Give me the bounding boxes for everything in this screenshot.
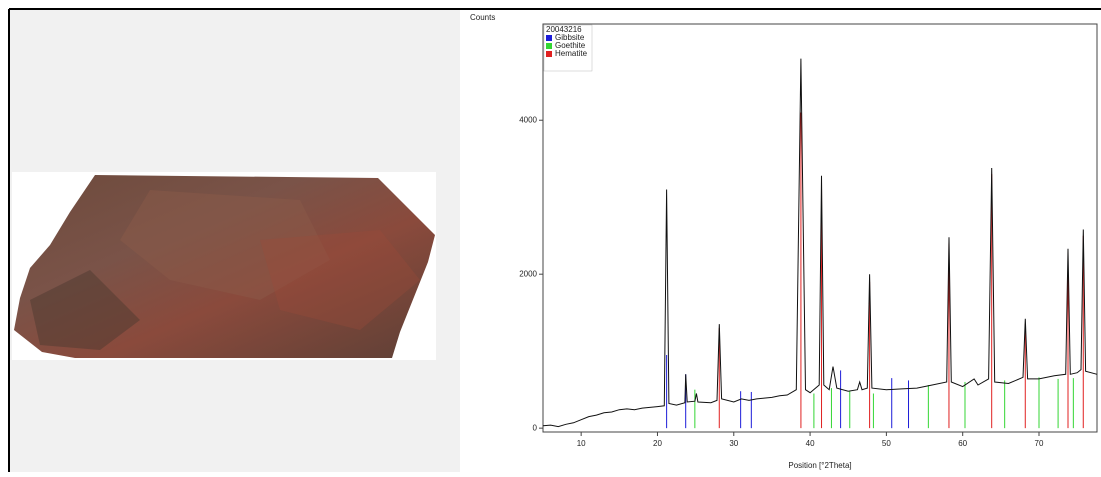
y-tick-label: 2000: [519, 269, 537, 278]
x-tick-label: 40: [806, 439, 815, 448]
x-tick-label: 20: [653, 439, 662, 448]
legend-swatch: [546, 43, 552, 49]
x-tick-label: 50: [882, 439, 891, 448]
x-axis-label: Position [°2Theta]: [788, 461, 851, 470]
legend-swatch: [546, 51, 552, 57]
legend-label: Hematite: [555, 49, 588, 58]
legend-swatch: [546, 35, 552, 41]
x-tick-label: 30: [729, 439, 738, 448]
y-tick-label: 0: [533, 423, 538, 432]
y-axis-label: Counts: [470, 13, 495, 22]
x-tick-label: 60: [958, 439, 967, 448]
x-tick-label: 70: [1035, 439, 1044, 448]
y-tick-label: 4000: [519, 115, 537, 124]
x-tick-label: 10: [577, 439, 586, 448]
figure: Counts Position [°2Theta] 20043216 02000…: [0, 0, 1101, 472]
